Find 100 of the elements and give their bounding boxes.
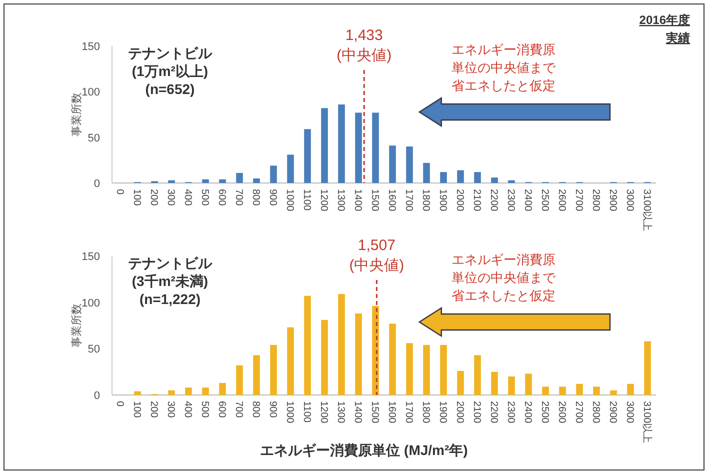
y-tick-label: 50 xyxy=(88,344,100,356)
x-tick-label: 700 xyxy=(233,189,244,206)
x-tick-label: 100 xyxy=(131,401,142,418)
bar xyxy=(593,386,600,395)
x-tick-label: 1400 xyxy=(352,189,363,212)
x-tick-label: 1900 xyxy=(437,401,448,424)
x-tick-label: 2900 xyxy=(607,189,618,212)
bar xyxy=(134,391,141,395)
text: テナントビル (1万m²以上) (n=652) xyxy=(128,45,213,97)
bar xyxy=(372,112,379,183)
bar xyxy=(202,388,209,395)
x-tick-label: 2600 xyxy=(556,189,567,212)
bar xyxy=(525,374,532,395)
bar xyxy=(610,390,617,395)
ref-line-label: 1,433 (中央値) xyxy=(336,27,392,64)
bar xyxy=(168,390,175,395)
x-tick-label: 800 xyxy=(250,401,261,418)
bar xyxy=(423,344,430,395)
x-tick-label: 2400 xyxy=(522,189,533,212)
x-tick-label: 500 xyxy=(199,401,210,418)
x-tick-label: 2800 xyxy=(590,401,601,424)
x-tick-label: 900 xyxy=(267,189,278,206)
x-tick-label: 2800 xyxy=(590,189,601,212)
x-tick-label: 400 xyxy=(182,189,193,206)
x-tick-label: 0 xyxy=(114,401,125,407)
x-tick-label: 3000 xyxy=(624,189,635,212)
bar xyxy=(389,324,396,395)
bar xyxy=(304,129,311,183)
bar xyxy=(474,172,481,183)
bar xyxy=(270,166,277,183)
bar xyxy=(644,341,651,395)
y-tick-label: 100 xyxy=(82,297,100,310)
bar xyxy=(338,294,345,395)
bar xyxy=(185,388,192,395)
bar xyxy=(542,386,549,395)
x-tick-label: 300 xyxy=(165,189,176,206)
bar xyxy=(321,320,328,395)
x-tick-label: 2200 xyxy=(488,189,499,212)
y-tick-label: 50 xyxy=(88,132,100,144)
x-tick-label: 1800 xyxy=(420,189,431,212)
x-tick-label: 200 xyxy=(148,401,159,418)
bar xyxy=(457,370,464,395)
bar xyxy=(559,386,566,395)
x-tick-label: 1300 xyxy=(335,401,346,424)
bar xyxy=(270,344,277,395)
x-tick-label: 3000 xyxy=(624,401,635,424)
bar xyxy=(304,296,311,395)
x-tick-label: 2600 xyxy=(556,401,567,424)
bar xyxy=(491,372,498,395)
x-tick-label: 2300 xyxy=(505,401,516,424)
x-tick-label: 2700 xyxy=(573,401,584,424)
x-tick-label: 1600 xyxy=(386,189,397,212)
x-tick-label: 1400 xyxy=(352,401,363,424)
x-tick-label: 0 xyxy=(114,189,125,195)
x-tick-label: 2700 xyxy=(573,189,584,212)
y-tick-label: 150 xyxy=(82,251,100,263)
x-tick-label: 1100 xyxy=(301,401,312,423)
bar xyxy=(440,172,447,183)
bar xyxy=(287,327,294,395)
y-axis-title: 事業所数 xyxy=(70,304,83,348)
bar xyxy=(338,104,345,183)
annotation: エネルギー消費原単位の中央値まで省エネしたと仮定 xyxy=(452,252,557,303)
x-tick-label: 2300 xyxy=(505,189,516,212)
bar xyxy=(168,180,175,183)
x-tick-label: 3100以上 xyxy=(641,189,653,232)
bar xyxy=(627,384,634,395)
bar xyxy=(474,355,481,395)
x-tick-label: 1100 xyxy=(301,189,312,211)
x-tick-label: 2000 xyxy=(454,189,465,212)
x-tick-label: 1000 xyxy=(284,401,295,424)
bar xyxy=(253,355,260,395)
x-tick-label: 800 xyxy=(250,189,261,206)
bar xyxy=(423,162,430,183)
bar xyxy=(202,179,209,183)
bar xyxy=(576,384,583,395)
bar xyxy=(236,365,243,395)
x-tick-label: 2500 xyxy=(539,401,550,424)
bar xyxy=(508,376,515,395)
y-tick-label: 0 xyxy=(94,390,100,402)
x-tick-label: 2200 xyxy=(488,401,499,424)
x-tick-label: 1800 xyxy=(420,401,431,424)
bar xyxy=(287,154,294,183)
x-tick-label: 2100 xyxy=(471,401,482,424)
x-tick-label: 2100 xyxy=(471,189,482,212)
bar xyxy=(355,313,362,395)
y-tick-label: 100 xyxy=(82,86,100,99)
x-tick-label: 2500 xyxy=(539,189,550,212)
bar xyxy=(236,172,243,183)
bar xyxy=(219,179,226,183)
bar xyxy=(440,344,447,395)
x-tick-label: 1200 xyxy=(318,401,329,424)
bar xyxy=(389,146,396,183)
x-tick-label: 2000 xyxy=(454,401,465,424)
text: テナントビル (3千m²未満) (n=1,222) xyxy=(128,255,213,307)
bar xyxy=(491,178,498,183)
y-tick-label: 150 xyxy=(82,41,100,53)
x-tick-label: 600 xyxy=(216,189,227,206)
x-tick-label: 1300 xyxy=(335,189,346,212)
y-axis-title: 事業所数 xyxy=(70,92,83,136)
ref-line-label: 1,507 (中央値) xyxy=(349,237,404,274)
